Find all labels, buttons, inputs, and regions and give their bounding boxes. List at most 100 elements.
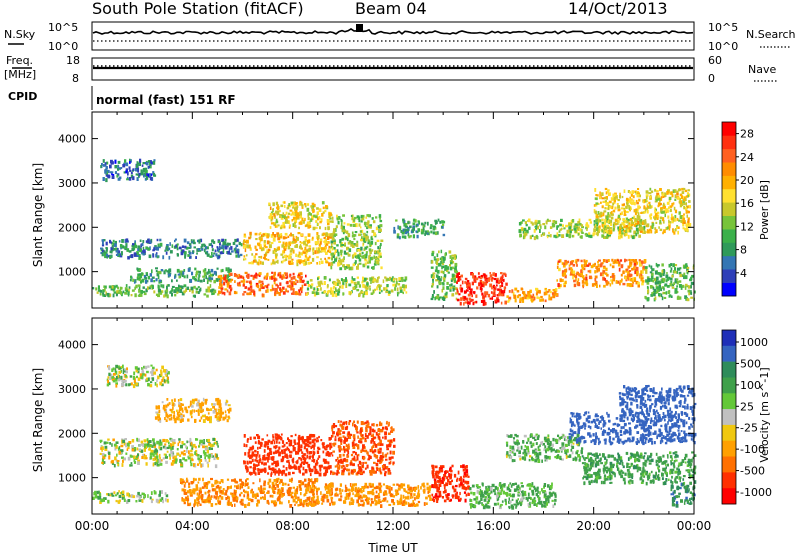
echo-cell (535, 227, 537, 231)
echo-cell (491, 276, 494, 280)
echo-cell (243, 255, 246, 258)
echo-cell (315, 241, 319, 245)
echo-cell (324, 257, 326, 260)
echo-cell (153, 159, 156, 162)
echo-cell (125, 243, 128, 247)
echo-cell (599, 219, 602, 222)
echo-cell (210, 268, 214, 273)
echo-cell (522, 235, 525, 240)
echo-cell (614, 218, 617, 222)
echo-cell (340, 249, 343, 253)
echo-cell (402, 291, 404, 295)
echo-cell (158, 417, 161, 421)
echo-cell (121, 379, 124, 383)
echo-cell (139, 373, 143, 377)
echo-cell (654, 270, 658, 275)
echo-cell (344, 266, 347, 271)
echo-cell (188, 246, 191, 249)
echo-cell (125, 289, 129, 292)
echo-cell (142, 167, 146, 171)
echo-cell (199, 460, 201, 465)
echo-cell (534, 221, 537, 225)
echo-cell (208, 268, 210, 273)
echo-cell (532, 293, 535, 296)
echo-cell (127, 499, 131, 503)
echo-cell (636, 208, 639, 212)
echo-cell (337, 280, 341, 284)
echo-cell (352, 263, 355, 267)
echo-cell (646, 281, 650, 285)
echo-cell (120, 365, 123, 368)
echo-cell (362, 284, 365, 288)
echo-cell (663, 270, 666, 274)
echo-cell (528, 294, 532, 298)
echo-cell (178, 401, 181, 406)
echo-cell (477, 272, 480, 275)
echo-cell (187, 405, 190, 409)
echo-cell (444, 265, 448, 269)
echo-cell (568, 226, 572, 230)
echo-cell (129, 454, 132, 458)
echo-cell (279, 234, 283, 239)
echo-cell (107, 493, 110, 497)
echo-cell (312, 226, 316, 231)
echo-cell (297, 274, 299, 278)
echo-cell (666, 190, 669, 195)
echo-cell (331, 235, 334, 239)
echo-cell (405, 291, 408, 294)
echo-cell (432, 278, 434, 281)
echo-cell (377, 284, 380, 288)
echo-cell (279, 271, 282, 276)
echo-cell (134, 240, 136, 244)
echo-cell (128, 286, 131, 290)
echo-cell (340, 242, 344, 245)
echo-cell (475, 300, 478, 304)
echo-cell (202, 501, 205, 504)
echo-cell (313, 214, 316, 218)
echo-cell (254, 493, 257, 497)
echo-cell (675, 228, 677, 232)
echo-cell (682, 217, 685, 222)
echo-cell (198, 288, 201, 293)
figure-title: South Pole Station (fitACF) (92, 0, 304, 18)
echo-cell (128, 166, 131, 170)
echo-cell (115, 382, 118, 385)
echo-cell (287, 212, 291, 215)
echo-cell (493, 287, 495, 290)
echo-cell (672, 229, 674, 234)
echo-cell (164, 417, 166, 421)
echo-cell (392, 278, 395, 281)
echo-cell (164, 492, 167, 495)
colorbar-segment (722, 175, 736, 190)
echo-cell (316, 439, 319, 442)
echo-cell (165, 439, 168, 443)
echo-cell (111, 375, 114, 379)
echo-cell (121, 245, 125, 249)
echo-cell (375, 259, 379, 264)
echo-cell (134, 167, 137, 172)
echo-cell (115, 499, 118, 503)
echo-cell (307, 445, 311, 448)
echo-cell (321, 260, 324, 264)
echo-cell (126, 448, 129, 451)
echo-cell (270, 467, 273, 471)
echo-cell (553, 290, 557, 295)
echo-cell (686, 227, 689, 232)
echo-cell (629, 283, 633, 288)
echo-cell (577, 232, 580, 236)
echo-cell (347, 264, 350, 268)
echo-cell (451, 286, 455, 289)
colorbar-segment (722, 202, 736, 216)
echo-cell (646, 230, 649, 234)
echo-cell (337, 220, 340, 225)
echo-cell (114, 240, 117, 245)
beam-label: Beam 04 (355, 0, 427, 18)
echo-cell (150, 364, 153, 367)
echo-cell (210, 255, 213, 258)
echo-cell (122, 290, 125, 294)
echo-cell (454, 287, 458, 290)
echo-cell (663, 193, 665, 196)
echo-cell (368, 259, 371, 264)
echo-cell (427, 221, 429, 226)
echo-cell (290, 248, 294, 251)
